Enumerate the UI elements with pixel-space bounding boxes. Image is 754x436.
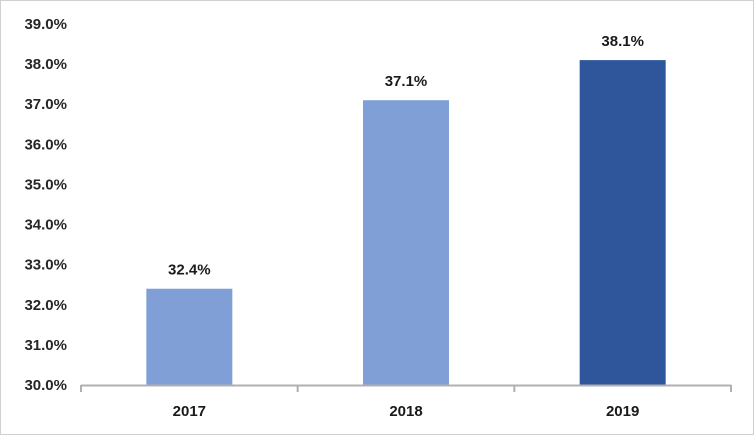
y-tick-label: 36.0% [24,136,67,153]
x-category-label-2018: 2018 [389,403,422,420]
y-tick-label: 37.0% [24,96,67,113]
data-label-2017: 32.4% [168,262,211,279]
y-tick-label: 35.0% [24,176,67,193]
bar-2017 [146,288,233,385]
y-tick-label: 32.0% [24,297,67,314]
y-tick-label: 38.0% [24,56,67,73]
y-tick-label: 31.0% [24,337,67,354]
bar-2018 [363,100,449,385]
data-label-2018: 37.1% [385,73,428,90]
data-label-2019: 38.1% [601,33,644,50]
x-category-label-2019: 2019 [606,403,639,420]
y-tick-label: 30.0% [24,377,67,394]
y-tick-label: 33.0% [24,257,67,274]
y-tick-label: 34.0% [24,217,67,234]
x-category-label-2017: 2017 [173,403,206,420]
y-tick-label: 39.0% [24,16,67,33]
bar-2019 [579,60,666,385]
